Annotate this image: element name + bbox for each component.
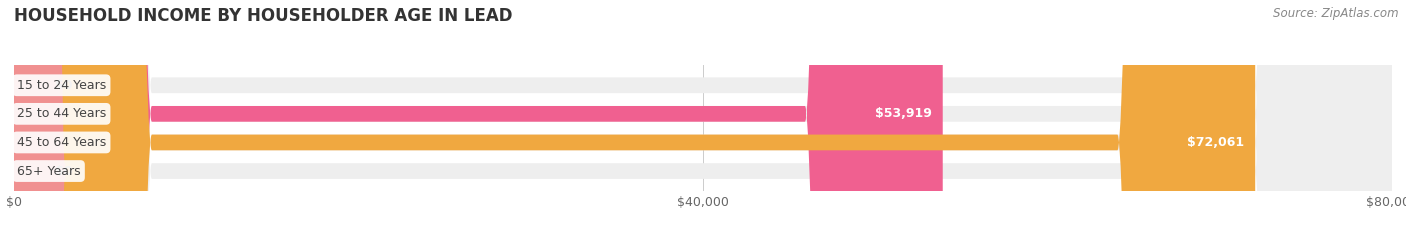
- FancyBboxPatch shape: [14, 0, 1392, 233]
- Text: 25 to 44 Years: 25 to 44 Years: [17, 107, 105, 120]
- FancyBboxPatch shape: [0, 0, 66, 233]
- Text: $0: $0: [55, 164, 73, 178]
- FancyBboxPatch shape: [14, 0, 1392, 233]
- FancyBboxPatch shape: [0, 0, 66, 233]
- FancyBboxPatch shape: [14, 0, 943, 233]
- FancyBboxPatch shape: [14, 0, 1256, 233]
- Text: 65+ Years: 65+ Years: [17, 164, 80, 178]
- Text: $0: $0: [55, 79, 73, 92]
- Text: Source: ZipAtlas.com: Source: ZipAtlas.com: [1274, 7, 1399, 20]
- Text: 15 to 24 Years: 15 to 24 Years: [17, 79, 105, 92]
- FancyBboxPatch shape: [14, 0, 1392, 233]
- Text: 45 to 64 Years: 45 to 64 Years: [17, 136, 105, 149]
- FancyBboxPatch shape: [14, 0, 1392, 233]
- Text: HOUSEHOLD INCOME BY HOUSEHOLDER AGE IN LEAD: HOUSEHOLD INCOME BY HOUSEHOLDER AGE IN L…: [14, 7, 513, 25]
- Text: $53,919: $53,919: [875, 107, 932, 120]
- Text: $72,061: $72,061: [1187, 136, 1244, 149]
